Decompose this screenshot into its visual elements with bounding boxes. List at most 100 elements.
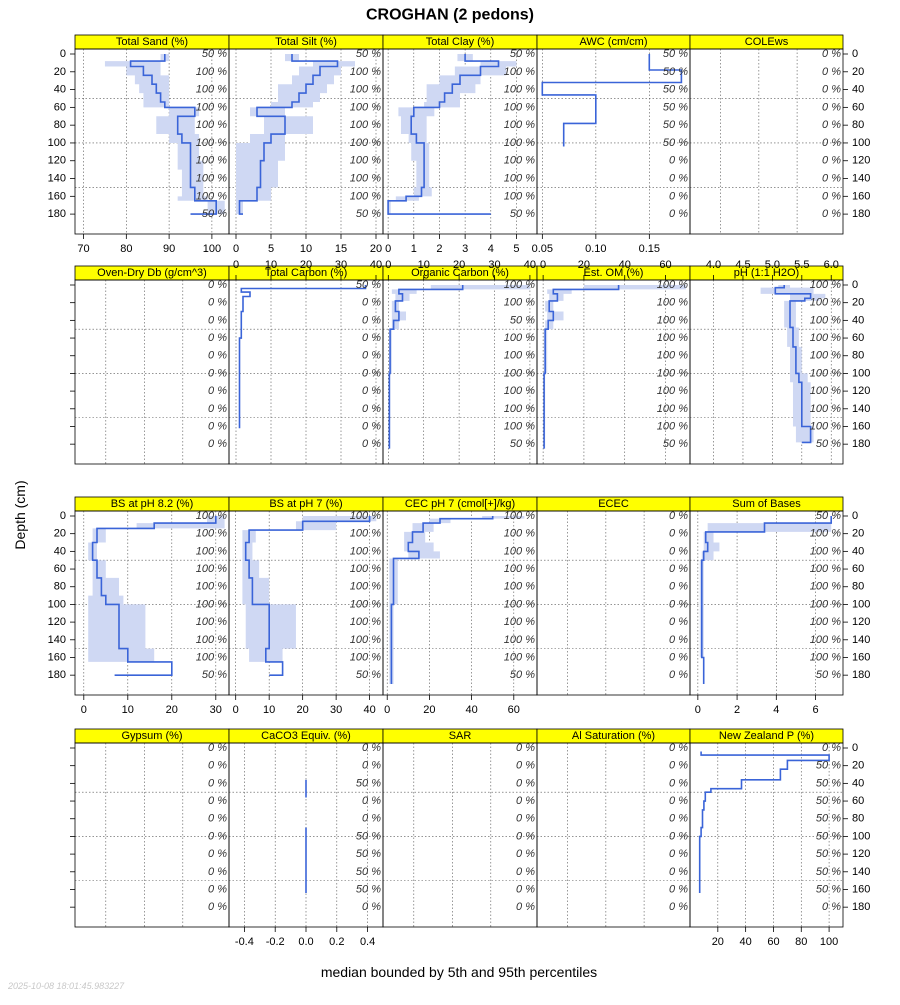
panel-title: BS at pH 7 (%) xyxy=(269,498,342,510)
panel-title: COLEws xyxy=(745,36,789,48)
pct-label: 100 % xyxy=(196,545,227,557)
pct-label: 0 % xyxy=(669,616,688,628)
y-tick-label: 120 xyxy=(852,616,870,628)
pct-label: 50 % xyxy=(816,848,841,860)
pct-label: 100 % xyxy=(504,385,535,397)
pct-label: 0 % xyxy=(822,137,841,149)
y-tick-label: 140 xyxy=(48,634,66,646)
pct-label: 100 % xyxy=(350,545,381,557)
pct-label: 0 % xyxy=(669,634,688,646)
pct-label: 100 % xyxy=(350,119,381,131)
x-tick-label: 0.15 xyxy=(639,243,660,255)
y-axis-label: Depth (cm) xyxy=(12,480,28,549)
pct-label: 0 % xyxy=(208,314,227,326)
pct-label: 0 % xyxy=(669,777,688,789)
pct-label: 0 % xyxy=(516,813,535,825)
percentile-band xyxy=(239,285,366,434)
x-tick-label: 80 xyxy=(120,243,132,255)
panel-title: Total Carbon (%) xyxy=(265,267,348,279)
x-tick-label: 0.4 xyxy=(360,936,375,948)
pct-label: 0 % xyxy=(822,48,841,60)
pct-label: 0 % xyxy=(362,901,381,913)
percentile-band xyxy=(242,516,377,681)
pct-label: 0 % xyxy=(516,742,535,754)
pct-label: 100 % xyxy=(350,155,381,167)
pct-label: 50 % xyxy=(816,438,841,450)
pct-label: 100 % xyxy=(196,119,227,131)
panel: Sum of Bases 50 % 100 % 100 % 100 % 100 % 100 … xyxy=(689,496,844,716)
pct-label: 0 % xyxy=(822,901,841,913)
x-tick-label: 0 xyxy=(233,243,239,255)
percentile-band xyxy=(699,751,830,899)
pct-label: 100 % xyxy=(196,66,227,78)
y-tick-label: 140 xyxy=(852,403,870,415)
x-tick-label: 0.10 xyxy=(585,243,606,255)
panel-frame xyxy=(74,742,230,928)
pct-label: 0 % xyxy=(208,279,227,291)
pct-label: 0 % xyxy=(208,883,227,895)
x-tick-label: 4 xyxy=(773,704,779,716)
y-tick-label: 120 xyxy=(48,155,66,167)
pct-label: 50 % xyxy=(510,208,535,220)
pct-label: 0 % xyxy=(208,350,227,362)
pct-label: 50 % xyxy=(510,48,535,60)
median-line xyxy=(698,751,830,893)
pct-label: 0 % xyxy=(362,297,381,309)
x-tick-label: 3 xyxy=(462,243,468,255)
pct-label: 100 % xyxy=(810,581,841,593)
pct-label: 0 % xyxy=(362,438,381,450)
y-tick-label: 60 xyxy=(54,101,66,113)
pct-label: 0 % xyxy=(669,581,688,593)
y-tick-label: 180 xyxy=(48,208,66,220)
pct-label: 100 % xyxy=(657,297,688,309)
panel-title: Organic Carbon (%) xyxy=(411,267,509,279)
y-tick-label: 120 xyxy=(48,616,66,628)
y-tick-label: 140 xyxy=(852,634,870,646)
panel-title: SAR xyxy=(449,730,472,742)
x-tick-label: 20 xyxy=(453,259,465,271)
pct-label: 0 % xyxy=(822,173,841,185)
pct-label: 100 % xyxy=(196,155,227,167)
x-tick-label: 100 xyxy=(203,243,221,255)
x-tick-label: 10 xyxy=(418,259,430,271)
y-tick-label: 180 xyxy=(852,901,870,913)
percentile-band xyxy=(104,54,225,220)
panel: Total Sand (%) 50 % 100 % 100 % 100 % 100 % 10… xyxy=(74,34,230,255)
pct-label: 100 % xyxy=(504,190,535,202)
pct-label: 100 % xyxy=(196,563,227,575)
panel: CaCO3 Equiv. (%) 0 % 0 % 50 % 0 % 0 % 50 % 50 %… xyxy=(228,728,384,948)
y-tick-label: 160 xyxy=(852,651,870,663)
x-tick-label: 20 xyxy=(712,936,724,948)
pct-label: 100 % xyxy=(350,598,381,610)
pct-label: 0 % xyxy=(669,742,688,754)
x-tick-label: 0 xyxy=(81,704,87,716)
pct-label: 0 % xyxy=(669,866,688,878)
pct-label: 100 % xyxy=(810,563,841,575)
x-tick-label: 90 xyxy=(163,243,175,255)
pct-label: 100 % xyxy=(504,563,535,575)
x-tick-label: 40 xyxy=(524,259,536,271)
pct-label: 100 % xyxy=(810,332,841,344)
y-tick-label: 60 xyxy=(852,563,864,575)
median-line xyxy=(541,54,683,147)
pct-label: 0 % xyxy=(208,866,227,878)
timestamp: 2025-10-08 18:01:45.983227 xyxy=(7,981,125,991)
pct-label: 0 % xyxy=(208,830,227,842)
pct-label: 100 % xyxy=(504,279,535,291)
x-tick-label: 20 xyxy=(578,259,590,271)
x-tick-label: 6 xyxy=(812,704,818,716)
panel-frame xyxy=(689,48,844,235)
panel-title: CEC pH 7 (cmol[+]/kg) xyxy=(405,498,515,510)
pct-label: 50 % xyxy=(816,669,841,681)
pct-label: 50 % xyxy=(663,438,688,450)
panel: AWC (cm/cm) 50 % 50 % 50 % 50 % 50 % 50 % 0 % 0 … xyxy=(532,34,691,255)
y-tick-label: 160 xyxy=(852,190,870,202)
pct-label: 100 % xyxy=(504,616,535,628)
pct-label: 0 % xyxy=(208,385,227,397)
y-tick-label: 180 xyxy=(852,208,870,220)
pct-label: 0 % xyxy=(208,901,227,913)
figure-title: CROGHAN (2 pedons) xyxy=(366,7,534,24)
panel-title: BS at pH 8.2 (%) xyxy=(111,498,194,510)
percentile-band xyxy=(388,54,517,220)
y-tick-label: 60 xyxy=(852,332,864,344)
